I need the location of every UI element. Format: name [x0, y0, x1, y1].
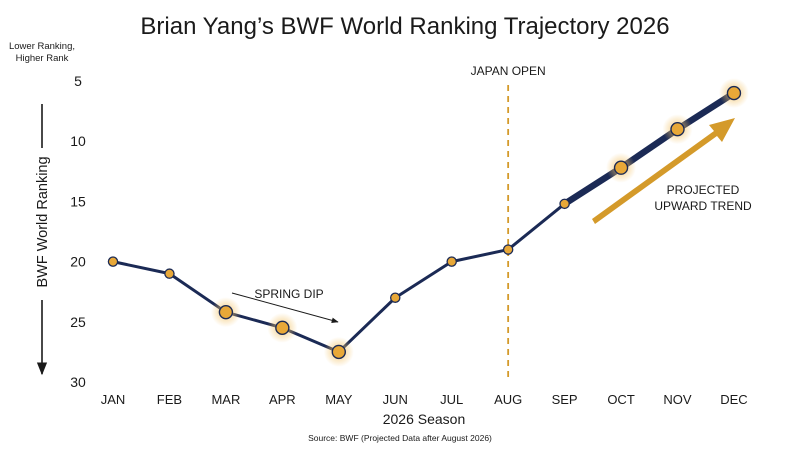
spring-dip-label: SPRING DIP [254, 287, 323, 301]
data-point-nov [670, 121, 685, 137]
projected-trend-label: PROJECTED [667, 183, 740, 197]
data-point-jun [389, 292, 401, 303]
projected-trend-arrow [592, 118, 735, 224]
y-axis-note-line1: Lower Ranking, [9, 41, 75, 52]
data-point-aug [502, 244, 514, 255]
x-tick-label: APR [269, 392, 296, 407]
projected-trend-label: UPWARD TREND [654, 199, 752, 213]
y-tick-label: 15 [70, 193, 86, 209]
data-point-apr [275, 320, 290, 336]
data-point-jan [107, 256, 119, 267]
y-tick-label: 5 [74, 73, 82, 89]
x-tick-label: JUN [383, 392, 408, 407]
x-tick-label: AUG [494, 392, 522, 407]
y-axis-note-line2: Higher Rank [16, 53, 69, 64]
x-axis-label: 2026 Season [383, 411, 466, 427]
y-tick-label: 20 [70, 254, 86, 270]
y-tick-label: 25 [70, 314, 86, 330]
data-point-jul [446, 256, 457, 267]
data-point-may [331, 344, 346, 360]
x-tick-label: DEC [720, 392, 747, 407]
data-point-feb [164, 268, 175, 279]
spring-dip-arrow [231, 292, 339, 324]
x-tick-label: NOV [663, 392, 692, 407]
chart-title: Brian Yang’s BWF World Ranking Trajector… [140, 13, 669, 40]
source-note: Source: BWF (Projected Data after August… [308, 433, 492, 443]
data-point-mar [218, 304, 234, 320]
x-tick-label: JUL [440, 392, 463, 407]
data-point-sep [559, 198, 570, 210]
x-tick-label: FEB [157, 392, 182, 407]
x-tick-label: SEP [552, 392, 578, 407]
x-tick-label: MAR [211, 392, 240, 407]
ranking-series-projected-line [561, 89, 738, 208]
japan-open-label: JAPAN OPEN [471, 64, 546, 78]
x-tick-label: MAY [325, 392, 353, 407]
data-point-dec [726, 85, 742, 101]
x-tick-label: JAN [101, 392, 126, 407]
x-tick-label: OCT [607, 392, 635, 407]
data-point-oct [613, 160, 629, 175]
y-tick-label: 10 [70, 133, 86, 149]
ranking-series-line [111, 202, 567, 354]
y-tick-label: 30 [70, 374, 86, 390]
y-axis-label: BWF World Ranking [35, 156, 51, 287]
